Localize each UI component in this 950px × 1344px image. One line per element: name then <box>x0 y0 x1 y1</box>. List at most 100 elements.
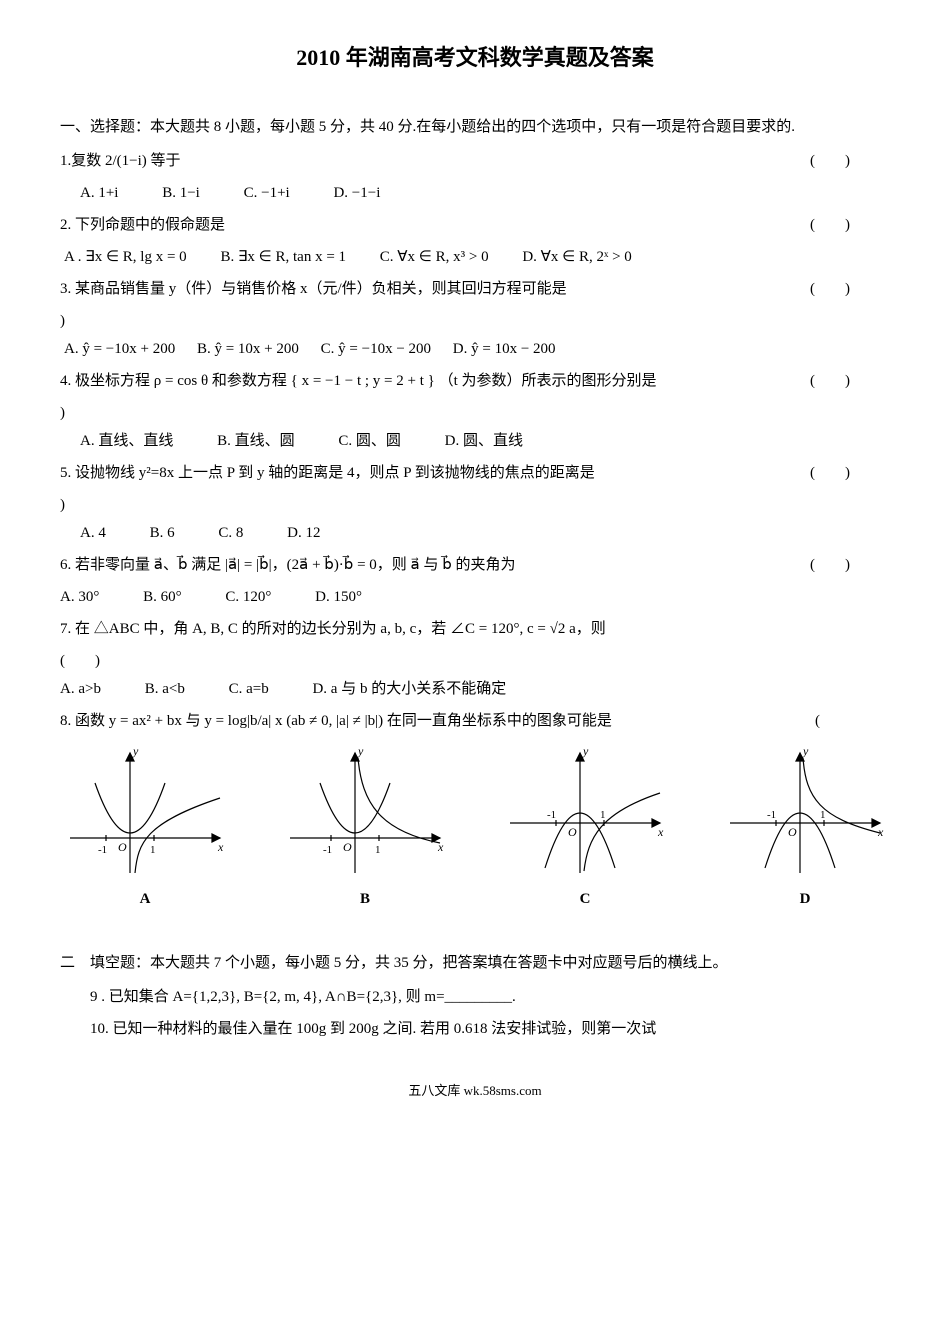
q3-options: A. ŷ = −10x + 200 B. ŷ = 10x + 200 C. ŷ … <box>64 337 890 361</box>
question-5: 5. 设抛物线 y²=8x 上一点 P 到 y 轴的距离是 4，则点 P 到该抛… <box>60 461 890 485</box>
q6-optD: D. 150° <box>315 585 362 609</box>
tick-neg1: -1 <box>323 844 332 856</box>
question-1: 1.复数 2/(1−i) 等于 ( ) <box>60 149 890 173</box>
question-10: 10. 已知一种材料的最佳入量在 100g 到 200g 之间. 若用 0.61… <box>60 1017 890 1041</box>
q1-optC: C. −1+i <box>244 181 290 205</box>
graph-B-label: B <box>280 887 450 911</box>
q1-stem: 1.复数 2/(1−i) 等于 <box>60 153 181 169</box>
q5-options: A. 4 B. 6 C. 8 D. 12 <box>80 521 890 545</box>
q6-optA: A. 30° <box>60 585 99 609</box>
q2-optB: B. ∃x ∈ R, tan x = 1 <box>220 245 346 269</box>
q2-optC: C. ∀x ∈ R, x³ > 0 <box>380 245 489 269</box>
question-6: 6. 若非零向量 a⃗、b⃗ 满足 |a⃗| = |b⃗|，(2a⃗ + b⃗)… <box>60 553 890 577</box>
q4-optC: C. 圆、圆 <box>338 429 401 453</box>
q3-paren: ( ) <box>810 277 850 301</box>
q4-paren: ( ) <box>810 369 850 393</box>
q3-optC: C. ŷ = −10x − 200 <box>321 337 431 361</box>
q7-optB: B. a<b <box>145 677 185 701</box>
axis-y-label: y <box>582 744 589 758</box>
q7-optD: D. a 与 b 的大小关系不能确定 <box>312 677 506 701</box>
q1-optD: D. −1−i <box>333 181 380 205</box>
q4-optA: A. 直线、直线 <box>80 429 173 453</box>
tick-neg1: -1 <box>98 844 107 856</box>
q2-optA: A . ∃x ∈ R, lg x = 0 <box>64 245 187 269</box>
graph-C-svg: y x O -1 1 <box>500 743 670 883</box>
tick-1: 1 <box>375 844 381 856</box>
q3-optA: A. ŷ = −10x + 200 <box>64 337 175 361</box>
origin-label: O <box>343 840 352 854</box>
q1-optB: B. 1−i <box>162 181 200 205</box>
q8-graphs: y x O -1 1 A y x O -1 <box>60 743 890 911</box>
graph-B-svg: y x O -1 1 <box>280 743 450 883</box>
q4-options: A. 直线、直线 B. 直线、圆 C. 圆、圆 D. 圆、直线 <box>80 429 890 453</box>
q7-optC: C. a=b <box>229 677 269 701</box>
axis-y-label: y <box>357 744 364 758</box>
section2-heading: 二 填空题：本大题共 7 个小题，每小题 5 分，共 35 分，把答案填在答题卡… <box>60 951 890 975</box>
q4-stem-c: （t 为参数）所表示的图形分别是 <box>439 373 657 389</box>
q4-optB: B. 直线、圆 <box>217 429 295 453</box>
q6-options: A. 30° B. 60° C. 120° D. 150° <box>60 585 890 609</box>
q7-optA: A. a>b <box>60 677 101 701</box>
graph-D-label: D <box>720 887 890 911</box>
question-4: 4. 极坐标方程 ρ = cos θ 和参数方程 { x = −1 − t ; … <box>60 369 890 393</box>
axis-x-label: x <box>877 825 884 839</box>
q7-stem: 7. 在 △ABC 中，角 A, B, C 的所对的边长分别为 a, b, c，… <box>60 621 606 637</box>
question-7: 7. 在 △ABC 中，角 A, B, C 的所对的边长分别为 a, b, c，… <box>60 617 890 641</box>
q3-stem: 3. 某商品销售量 y（件）与销售价格 x（元/件）负相关，则其回归方程可能是 <box>60 281 567 297</box>
tick-neg1: -1 <box>767 809 776 821</box>
q4-stem-a: 4. 极坐标方程 ρ = cos θ 和参数方程 <box>60 373 291 389</box>
q6-optB: B. 60° <box>143 585 182 609</box>
graph-A: y x O -1 1 A <box>60 743 230 911</box>
q3-optB: B. ŷ = 10x + 200 <box>197 337 299 361</box>
axis-x-label: x <box>657 825 664 839</box>
graph-A-svg: y x O -1 1 <box>60 743 230 883</box>
axis-x-label: x <box>217 840 224 854</box>
graph-B: y x O -1 1 B <box>280 743 450 911</box>
tick-1: 1 <box>150 844 156 856</box>
origin-label: O <box>568 825 577 839</box>
axis-y-label: y <box>802 744 809 758</box>
q7-paren: ( ) <box>60 649 890 673</box>
q1-options: A. 1+i B. 1−i C. −1+i D. −1−i <box>80 181 890 205</box>
q2-paren: ( ) <box>810 213 850 237</box>
q4-optD: D. 圆、直线 <box>445 429 523 453</box>
graph-C: y x O -1 1 C <box>500 743 670 911</box>
q5-optA: A. 4 <box>80 521 106 545</box>
q5-optD: D. 12 <box>287 521 320 545</box>
q5-close: ) <box>60 493 890 517</box>
q2-optD: D. ∀x ∈ R, 2ˣ > 0 <box>522 245 631 269</box>
tick-1: 1 <box>820 809 826 821</box>
q6-paren: ( ) <box>810 553 850 577</box>
q6-stem: 6. 若非零向量 a⃗、b⃗ 满足 |a⃗| = |b⃗|，(2a⃗ + b⃗)… <box>60 557 516 573</box>
q3-optD: D. ŷ = 10x − 200 <box>453 337 556 361</box>
q5-paren: ( ) <box>810 461 850 485</box>
graph-A-label: A <box>60 887 230 911</box>
origin-label: O <box>118 840 127 854</box>
q4-close: ) <box>60 401 890 425</box>
graph-D: y x O -1 1 D <box>720 743 890 911</box>
origin-label: O <box>788 825 797 839</box>
question-2: 2. 下列命题中的假命题是 ( ) <box>60 213 890 237</box>
tick-1: 1 <box>600 809 606 821</box>
q8-paren: ( <box>815 709 850 733</box>
q6-optC: C. 120° <box>225 585 271 609</box>
section1-heading: 一、选择题：本大题共 8 小题，每小题 5 分，共 40 分.在每小题给出的四个… <box>60 115 890 139</box>
page-title: 2010 年湖南高考文科数学真题及答案 <box>60 40 890 75</box>
q5-optC: C. 8 <box>218 521 243 545</box>
q4-stem-b: { x = −1 − t ; y = 2 + t } <box>291 373 435 389</box>
q5-stem: 5. 设抛物线 y²=8x 上一点 P 到 y 轴的距离是 4，则点 P 到该抛… <box>60 465 595 481</box>
q7-options: A. a>b B. a<b C. a=b D. a 与 b 的大小关系不能确定 <box>60 677 890 701</box>
q1-paren: ( ) <box>810 149 850 173</box>
question-8: 8. 函数 y = ax² + bx 与 y = log|b/a| x (ab … <box>60 709 890 733</box>
axis-x-label: x <box>437 840 444 854</box>
q2-stem: 2. 下列命题中的假命题是 <box>60 217 225 233</box>
q8-stem: 8. 函数 y = ax² + bx 与 y = log|b/a| x (ab … <box>60 713 612 729</box>
q5-optB: B. 6 <box>150 521 175 545</box>
question-3: 3. 某商品销售量 y（件）与销售价格 x（元/件）负相关，则其回归方程可能是 … <box>60 277 890 301</box>
page-footer: 五八文库 wk.58sms.com <box>60 1081 890 1102</box>
q1-optA: A. 1+i <box>80 181 118 205</box>
question-9: 9 . 已知集合 A={1,2,3}, B={2, m, 4}, A∩B={2,… <box>60 985 890 1009</box>
tick-neg1: -1 <box>547 809 556 821</box>
graph-C-label: C <box>500 887 670 911</box>
axis-y-label: y <box>132 744 139 758</box>
